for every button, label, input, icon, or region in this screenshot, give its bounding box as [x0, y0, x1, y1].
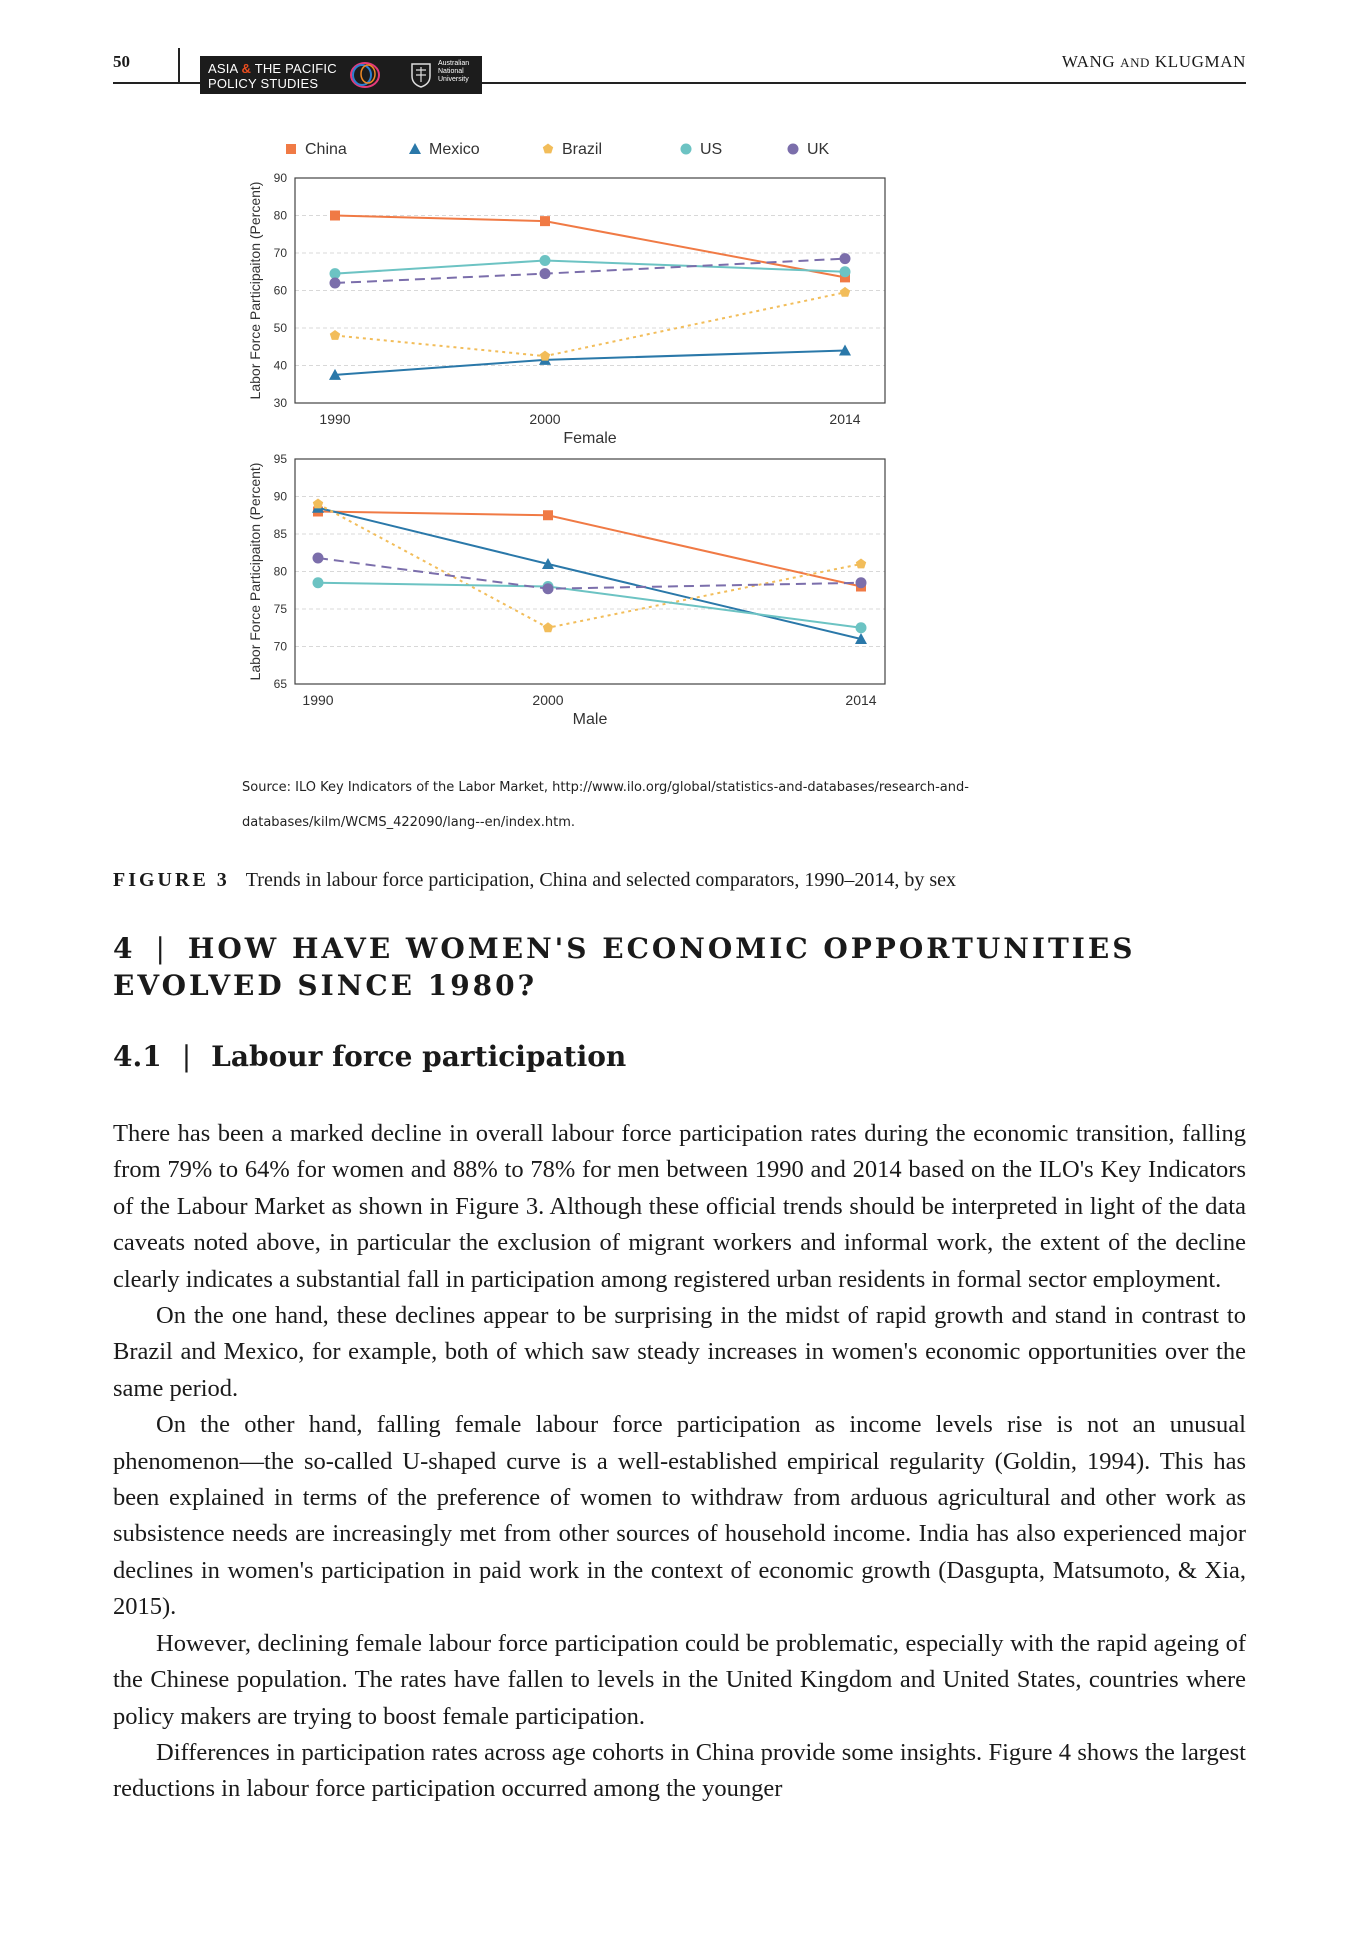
figure-source-line1: Source: ILO Key Indicators of the Labor …: [242, 780, 969, 795]
data-point-brazil: [542, 622, 554, 633]
x-axis-label: Male: [573, 711, 608, 728]
y-tick-label: 70: [274, 640, 288, 654]
data-point-uk: [539, 268, 551, 280]
legend-label-us: US: [700, 141, 722, 158]
data-point-us: [329, 268, 341, 280]
legend-marker-china: [286, 144, 296, 154]
data-point-us: [855, 622, 867, 634]
data-point-mexico: [542, 558, 554, 569]
figure-3-chart: China Mexico Brazil US UK 30 40 50 60 70 80 90 1990 2…: [247, 141, 886, 728]
paragraph: Differences in participation rates acros…: [113, 1738, 1246, 1803]
data-point-china: [330, 210, 340, 221]
data-point-us: [839, 266, 851, 278]
legend-marker-us: [680, 143, 692, 155]
x-tick-label: 2000: [529, 411, 560, 427]
y-tick-label: 90: [274, 490, 288, 504]
figure-source-line2: databases/kilm/WCMS_422090/lang--en/inde…: [242, 815, 576, 830]
journal-logo: ASIA & THE PACIFIC POLICY STUDIES Austra…: [200, 56, 482, 94]
series-line-us: [317, 581, 862, 629]
x-tick-label: 2014: [829, 411, 860, 427]
legend-marker-brazil: [542, 143, 554, 154]
university-crest-icon: [411, 63, 431, 88]
legend-label-mexico: Mexico: [429, 141, 480, 158]
y-tick-label: 90: [274, 171, 288, 185]
y-tick-label: 50: [274, 321, 288, 335]
y-tick-label: 95: [274, 452, 288, 466]
data-point-brazil: [855, 558, 867, 569]
running-head-authors: WANG AND KLUGMAN: [1061, 52, 1246, 71]
y-tick-label: 60: [274, 284, 288, 298]
y-tick-label: 30: [274, 396, 288, 410]
legend-marker-mexico: [409, 143, 421, 154]
data-point-uk: [839, 253, 851, 265]
y-axis-label: Labor Force Participaiton (Percent): [247, 182, 263, 400]
figure-caption-text: Trends in labour force participation, Ch…: [245, 869, 956, 891]
paragraph: There has been a marked decline in overa…: [113, 1120, 1246, 1293]
data-point-us: [312, 577, 324, 589]
figure-caption-label: FIGURE 3: [113, 869, 230, 891]
university-name: Australian National University: [438, 60, 470, 83]
paragraph: On the other hand, falling female labour…: [113, 1411, 1246, 1621]
data-point-brazil: [312, 498, 324, 509]
data-point-mexico: [329, 368, 341, 380]
legend-marker-uk: [787, 143, 799, 155]
x-tick-label: 2000: [532, 692, 563, 708]
series-line-china: [317, 510, 862, 588]
paragraph: However, declining female labour force p…: [113, 1629, 1246, 1730]
data-point-uk: [542, 583, 554, 595]
y-tick-label: 85: [274, 527, 288, 541]
chart-panel-male: [294, 458, 886, 685]
data-point-uk: [855, 577, 867, 589]
body-text: There has been a marked decline in overa…: [113, 1116, 1246, 1808]
legend-label-china: China: [305, 141, 347, 158]
data-point-us: [539, 255, 551, 266]
legend-label-uk: UK: [807, 141, 830, 158]
y-tick-label: 80: [274, 209, 288, 223]
journal-swirl-icon: [350, 62, 380, 88]
series-line-mexico: [334, 349, 846, 376]
data-point-brazil: [539, 350, 551, 361]
page-number: 50: [113, 52, 130, 71]
data-point-mexico: [855, 633, 867, 644]
plot-frame: [294, 458, 886, 685]
y-tick-label: 75: [274, 602, 288, 616]
header-rule: [113, 82, 1246, 84]
section-heading: 4 | HOW HAVE WOMEN'S ECONOMIC OPPORTUNITIE…: [113, 932, 1136, 1002]
x-tick-label: 1990: [319, 411, 350, 427]
plot-frame: [294, 177, 886, 404]
y-tick-label: 80: [274, 565, 288, 579]
data-point-uk: [312, 552, 324, 564]
y-tick-label: 65: [274, 677, 288, 691]
data-point-brazil: [839, 286, 851, 297]
x-axis-label: Female: [563, 430, 616, 447]
data-point-china: [543, 510, 553, 521]
subsection-heading: 4.1 | Labour force participation: [113, 1040, 627, 1073]
legend-label-brazil: Brazil: [562, 141, 602, 158]
data-point-china: [540, 216, 550, 227]
y-tick-label: 70: [274, 246, 288, 260]
chart-panel-female: [294, 177, 886, 404]
data-point-mexico: [839, 344, 851, 356]
y-axis-label: Labor Force Participaiton (Percent): [247, 463, 263, 681]
header-divider-tick: [178, 48, 180, 82]
y-tick-label: 40: [274, 359, 288, 373]
figure-caption: FIGURE 3 Trends in labour force participa…: [113, 869, 956, 892]
x-tick-label: 2014: [845, 692, 876, 708]
x-tick-label: 1990: [302, 692, 333, 708]
series-line-brazil: [334, 291, 846, 358]
data-point-uk: [329, 277, 341, 289]
paragraph: On the one hand, these declines appear t…: [113, 1302, 1246, 1402]
data-point-china: [840, 272, 850, 283]
data-point-brazil: [329, 330, 341, 340]
